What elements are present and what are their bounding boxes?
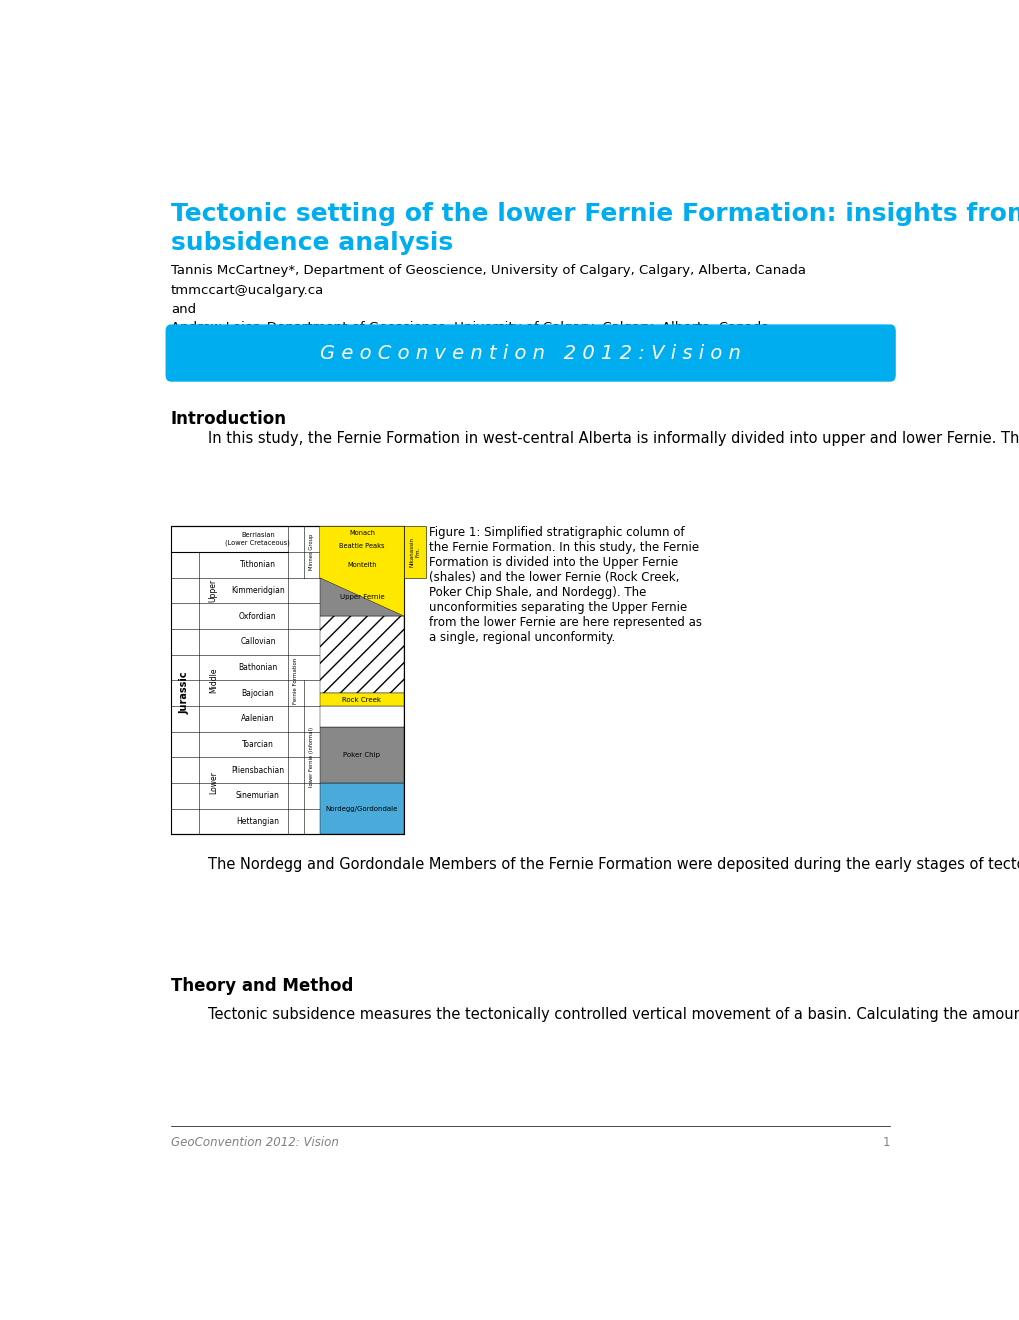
Text: The Nordegg and Gordondale Members of the Fernie Formation were deposited during: The Nordegg and Gordondale Members of th… <box>171 857 1019 871</box>
FancyBboxPatch shape <box>166 325 895 381</box>
Bar <box>319 783 404 834</box>
Text: Pliensbachian: Pliensbachian <box>231 766 284 775</box>
Text: Middle: Middle <box>209 668 217 693</box>
Bar <box>319 726 404 783</box>
Text: Tannis McCartney*, Department of Geoscience, University of Calgary, Calgary, Alb: Tannis McCartney*, Department of Geoscie… <box>171 264 805 277</box>
Text: Tectonic subsidence measures the tectonically controlled vertical movement of a : Tectonic subsidence measures the tectoni… <box>171 1007 1019 1022</box>
Text: lower Fernie (informal): lower Fernie (informal) <box>309 727 314 787</box>
Text: Theory and Method: Theory and Method <box>171 977 353 994</box>
Bar <box>171 527 404 834</box>
Polygon shape <box>404 527 426 578</box>
Text: Tithonian: Tithonian <box>239 560 276 569</box>
Text: Monach: Monach <box>348 529 375 536</box>
Text: Minnes Group: Minnes Group <box>309 533 314 570</box>
Text: and: and <box>171 302 196 315</box>
Text: Monteith: Monteith <box>346 562 376 568</box>
Text: Fernie Formation: Fernie Formation <box>293 657 299 704</box>
Text: Nordegg/Gordondale: Nordegg/Gordondale <box>325 805 397 812</box>
Text: Upper Fernie: Upper Fernie <box>339 594 384 599</box>
Bar <box>319 578 404 616</box>
Text: Hettangian: Hettangian <box>236 817 279 826</box>
Text: Bathonian: Bathonian <box>238 663 277 672</box>
Text: Andrew Leier, Department of Geoscience, University of Calgary, Calgary, Alberta,: Andrew Leier, Department of Geoscience, … <box>171 321 768 334</box>
Text: Figure 1: Simplified stratigraphic column of
the Fernie Formation. In this study: Figure 1: Simplified stratigraphic colum… <box>429 527 702 644</box>
Text: Berriasian
(Lower Cretaceous): Berriasian (Lower Cretaceous) <box>225 532 290 546</box>
Text: In this study, the Fernie Formation in west-central Alberta is informally divide: In this study, the Fernie Formation in w… <box>171 430 1019 446</box>
Text: Callovian: Callovian <box>239 638 275 647</box>
Text: Jurassic: Jurassic <box>179 672 190 714</box>
Text: Poker Chip: Poker Chip <box>343 752 380 758</box>
Text: Oxfordian: Oxfordian <box>238 611 276 620</box>
Text: Aalenian: Aalenian <box>240 714 274 723</box>
Bar <box>319 706 404 726</box>
Text: G e o C o n v e n t i o n   2 0 1 2 : V i s i o n: G e o C o n v e n t i o n 2 0 1 2 : V i … <box>320 343 741 363</box>
Text: GeoConvention 2012: Vision: GeoConvention 2012: Vision <box>171 1137 338 1150</box>
Text: Upper: Upper <box>209 579 217 602</box>
Text: Sinemurian: Sinemurian <box>235 791 279 800</box>
Text: Introduction: Introduction <box>171 411 286 429</box>
Text: Bajocian: Bajocian <box>242 689 274 698</box>
Text: Tectonic setting of the lower Fernie Formation: insights from
subsidence analysi: Tectonic setting of the lower Fernie For… <box>171 202 1019 255</box>
Text: tmmccart@ucalgary.ca: tmmccart@ucalgary.ca <box>171 284 324 297</box>
Text: Lower: Lower <box>209 772 217 795</box>
Polygon shape <box>319 527 404 616</box>
Bar <box>319 693 404 706</box>
Text: Kimmeridgian: Kimmeridgian <box>231 586 284 595</box>
Bar <box>319 616 404 693</box>
Text: Toarcian: Toarcian <box>242 741 273 748</box>
Text: Nikanassin
Fm.: Nikanassin Fm. <box>410 537 420 568</box>
Text: Beattie Peaks: Beattie Peaks <box>338 543 384 549</box>
Text: Rock Creek: Rock Creek <box>342 697 381 702</box>
Text: 1: 1 <box>882 1137 890 1150</box>
